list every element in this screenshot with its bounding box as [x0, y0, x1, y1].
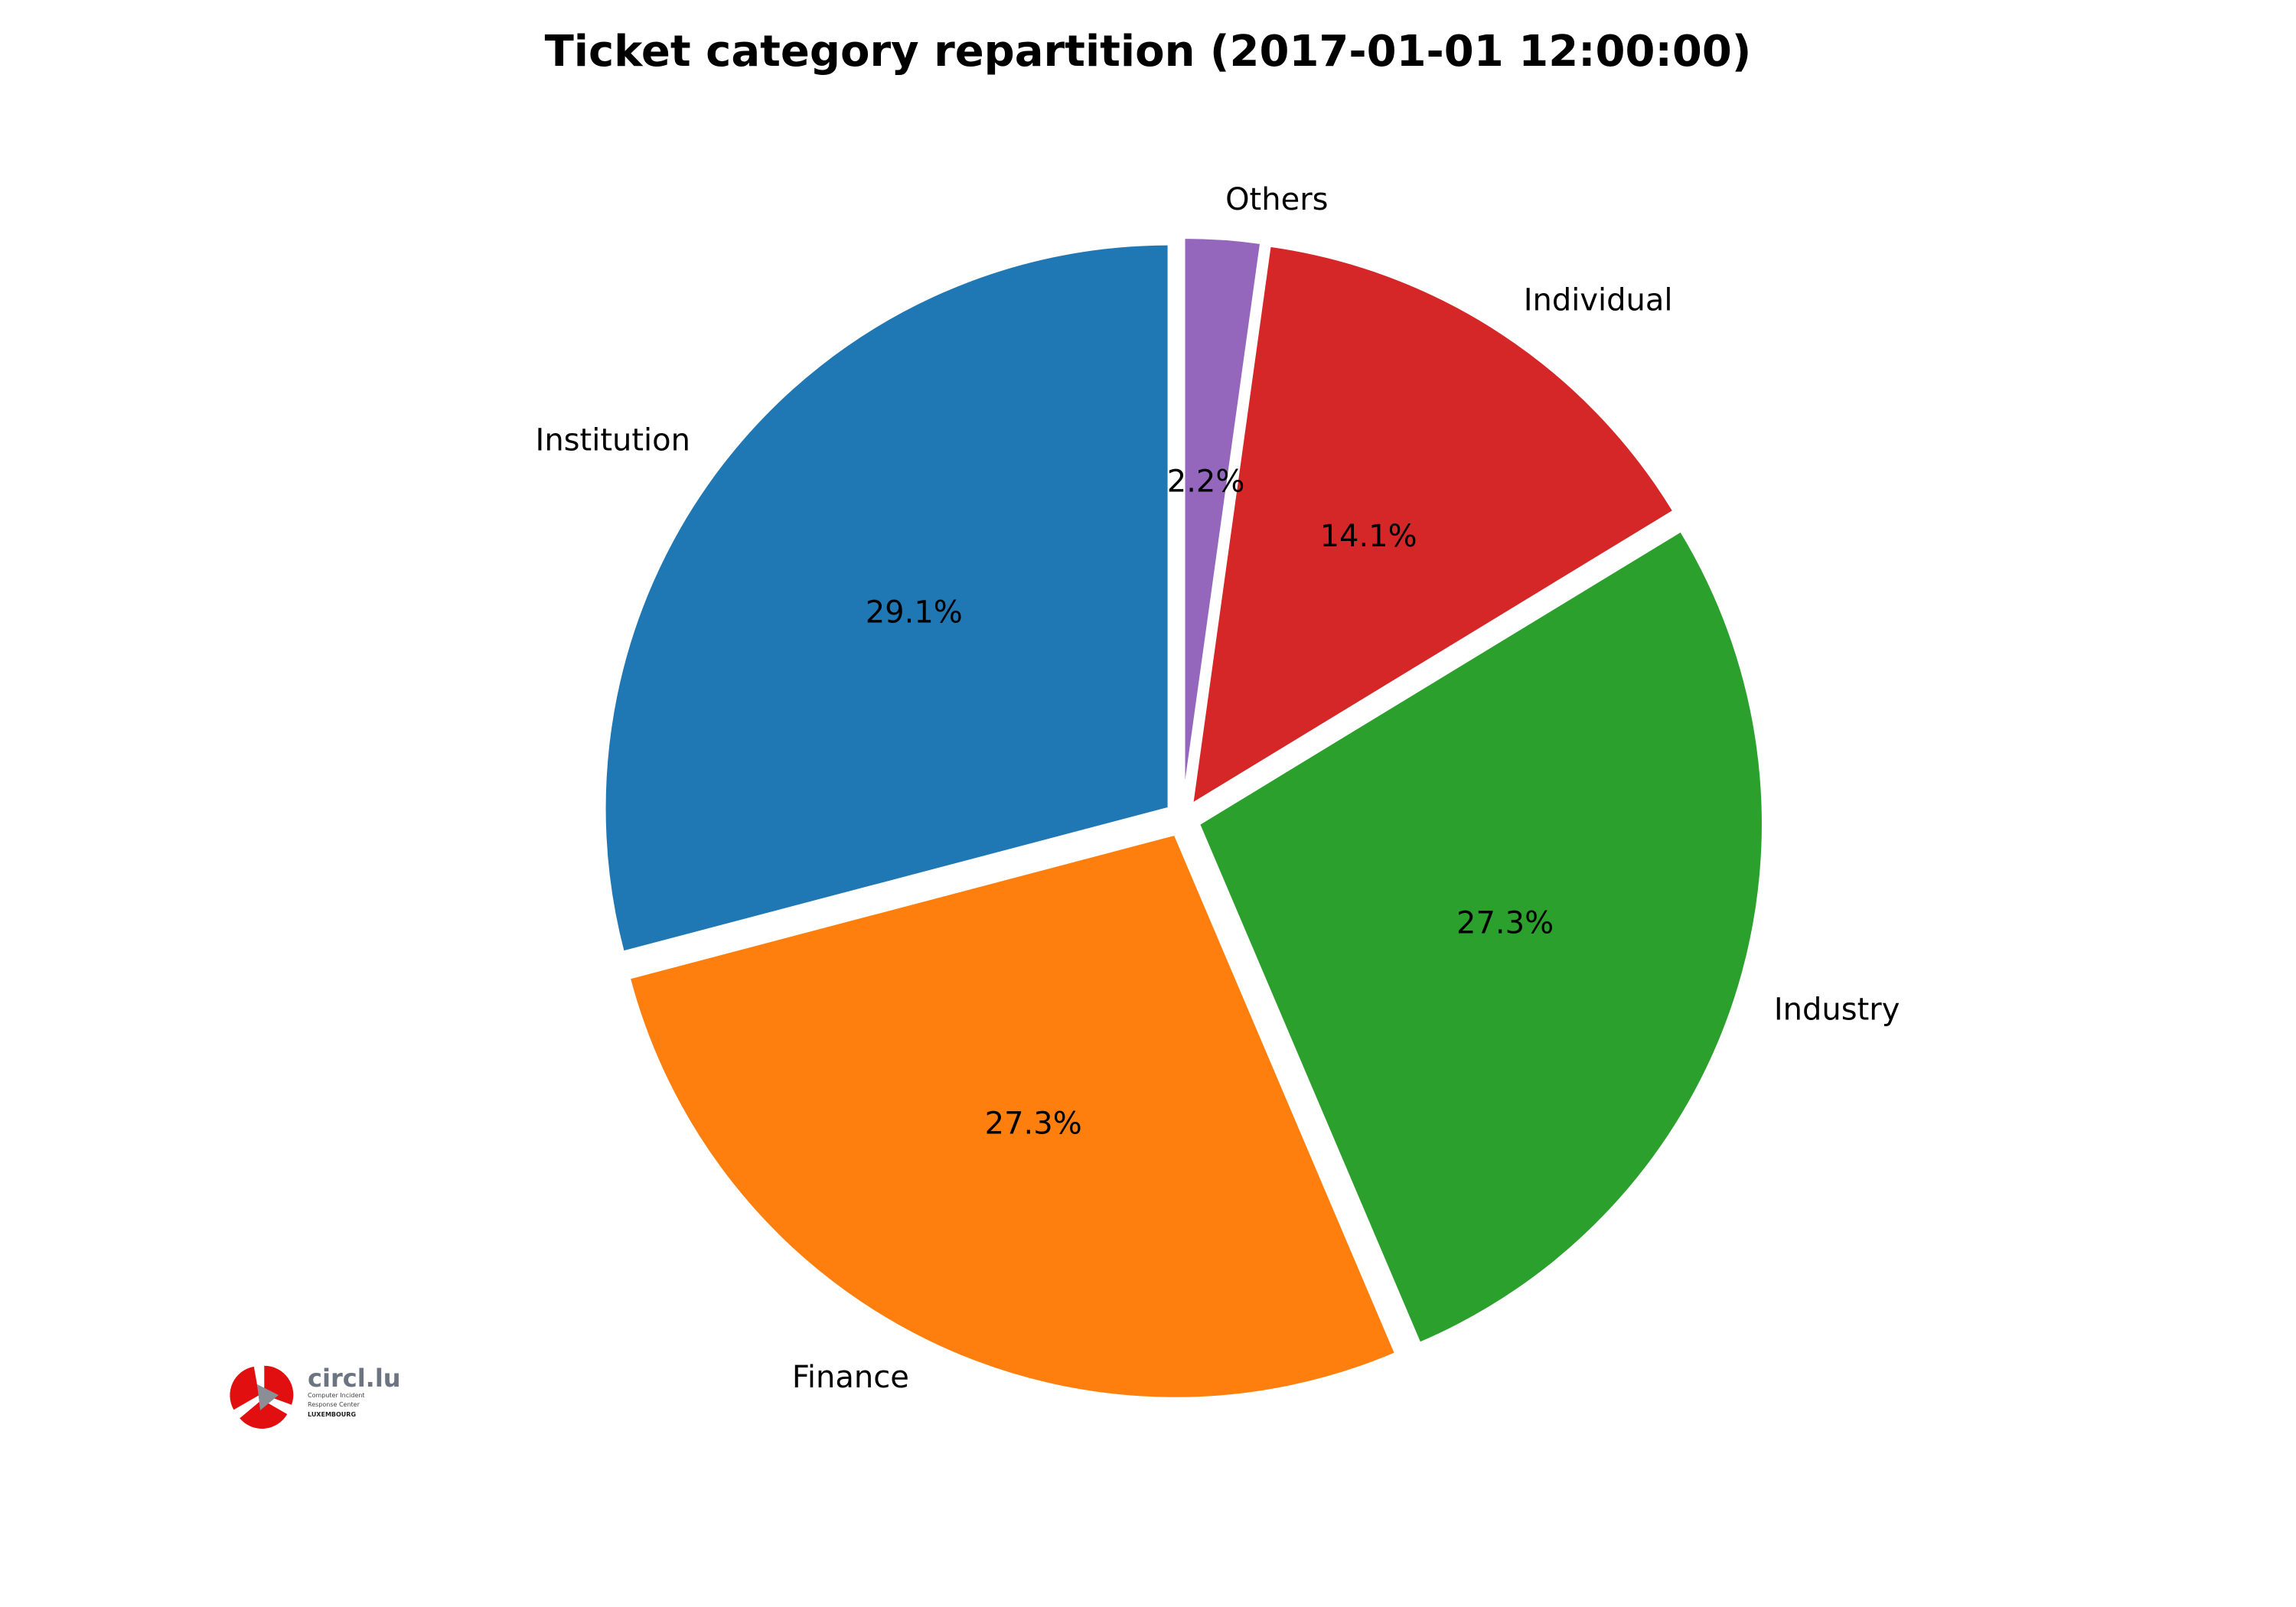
- pie-slice-others: [1182, 236, 1264, 803]
- slice-pct-finance: 27.3%: [985, 1107, 1082, 1142]
- pie-slices: [602, 236, 1765, 1400]
- logo-mark-wedge: [230, 1366, 259, 1410]
- chart-title: Ticket category repartition (2017-01-01 …: [545, 27, 1752, 77]
- slice-pct-industry: 27.3%: [1456, 906, 1554, 941]
- pie-slice-institution: [602, 242, 1171, 955]
- slice-label-institution: Institution: [536, 422, 690, 458]
- pie-slice-industry: [1196, 528, 1765, 1346]
- slice-label-finance: Finance: [792, 1360, 909, 1395]
- circl-logo-mark: [230, 1365, 294, 1429]
- logo-name: circl.lu: [308, 1364, 401, 1393]
- slice-pct-institution: 29.1%: [866, 595, 963, 631]
- logo-line-2: Response Center: [308, 1401, 360, 1408]
- slice-pct-individual: 14.1%: [1320, 519, 1417, 554]
- logo-line-1: Computer Incident: [308, 1392, 365, 1399]
- logo-mark-triangle: [257, 1384, 279, 1410]
- pie-slice-finance: [627, 832, 1398, 1400]
- slice-label-others: Others: [1225, 182, 1328, 217]
- logo-line-3: LUXEMBOURG: [308, 1411, 356, 1418]
- pie-slice-individual: [1189, 243, 1677, 808]
- logo-mark-wedge: [240, 1399, 288, 1429]
- slice-label-industry: Industry: [1774, 992, 1900, 1027]
- slice-label-individual: Individual: [1524, 282, 1673, 318]
- slice-pct-others: 2.2%: [1167, 464, 1245, 499]
- circl-logo: circl.lu Computer Incident Response Cent…: [230, 1364, 401, 1429]
- pie-labels: Others 2.2% Individual 14.1% Industry 27.3% Fi…: [536, 182, 1900, 1395]
